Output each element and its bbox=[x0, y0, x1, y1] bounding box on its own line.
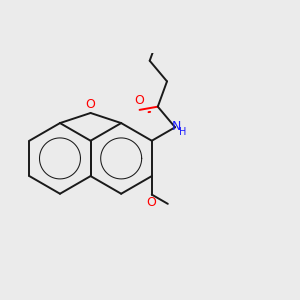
Text: N: N bbox=[171, 120, 181, 133]
Text: H: H bbox=[179, 127, 186, 137]
Text: O: O bbox=[85, 98, 95, 111]
Text: O: O bbox=[146, 196, 156, 209]
Text: O: O bbox=[135, 94, 145, 107]
